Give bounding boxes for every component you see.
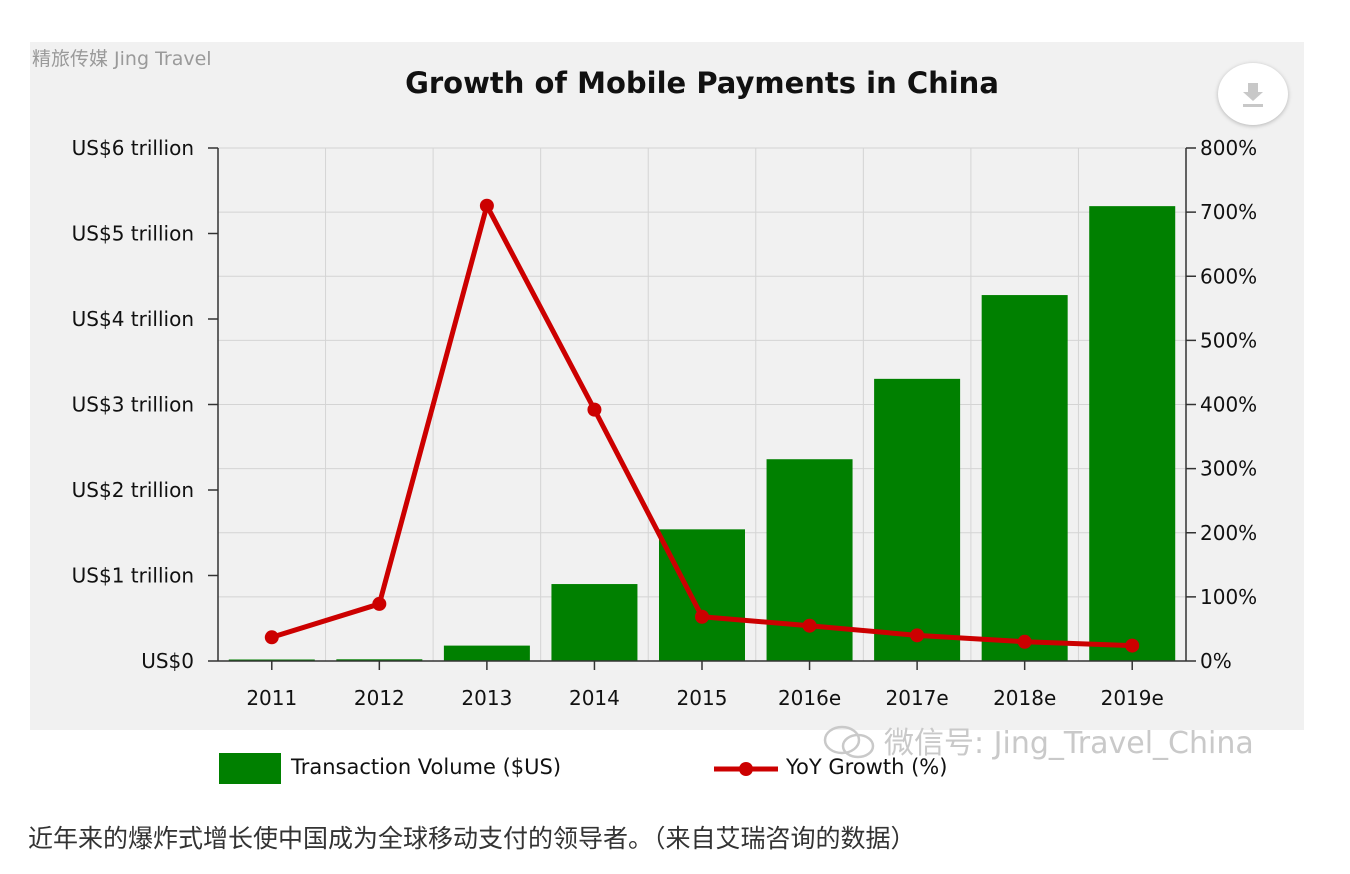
download-button[interactable] <box>1218 63 1288 125</box>
y-right-tick-label: 100% <box>1200 585 1257 609</box>
y-left-tick-label: US$4 trillion <box>72 307 194 331</box>
x-tick-label: 2011 <box>246 686 297 710</box>
y-left-tick-label: US$3 trillion <box>72 393 194 417</box>
source-tag: 精旅传媒 Jing Travel <box>32 48 212 70</box>
y-right-tick-label: 300% <box>1200 457 1257 481</box>
download-icon <box>1243 83 1263 107</box>
caption: 近年来的爆炸式增长使中国成为全球移动支付的领导者。（来自艾瑞咨询的数据） <box>28 824 916 853</box>
x-tick-label: 2012 <box>354 686 405 710</box>
x-tick-label: 2014 <box>569 686 620 710</box>
y-left-tick-label: US$2 trillion <box>72 478 194 502</box>
y-right-tick-label: 500% <box>1200 328 1257 352</box>
x-tick-label: 2015 <box>677 686 728 710</box>
y-left-tick-label: US$5 trillion <box>72 222 194 246</box>
y-right-tick-label: 600% <box>1200 264 1257 288</box>
growth-point <box>802 618 817 633</box>
bar <box>659 529 745 661</box>
growth-point <box>1125 638 1140 653</box>
x-tick-label: 2013 <box>461 686 512 710</box>
bar <box>336 659 423 661</box>
x-tick-label: 2019e <box>1101 686 1164 710</box>
y-left-tick-label: US$0 <box>141 649 194 673</box>
chart-title: Growth of Mobile Payments in China <box>405 66 999 100</box>
y-right-tick-label: 700% <box>1200 200 1257 224</box>
y-left-tick-label: US$6 trillion <box>72 136 194 160</box>
bar <box>443 645 530 661</box>
x-tick-label: 2018e <box>993 686 1056 710</box>
legend-bar-swatch <box>219 753 281 784</box>
y-right-tick-label: 800% <box>1200 136 1257 160</box>
growth-point <box>372 596 387 611</box>
growth-point <box>910 628 925 643</box>
bar <box>981 295 1068 661</box>
wechat-icon <box>823 725 875 759</box>
legend-line-swatch <box>714 762 778 776</box>
growth-point <box>1017 634 1032 649</box>
bar <box>1089 206 1176 661</box>
growth-point <box>479 198 494 213</box>
y-left-tick-label: US$1 trillion <box>72 564 194 588</box>
growth-point <box>695 609 709 624</box>
legend-bar-label: Transaction Volume ($US) <box>291 755 562 779</box>
y-right-tick-label: 0% <box>1200 649 1232 673</box>
legend-line-label: YoY Growth (%) <box>786 755 948 779</box>
y-right-tick-label: 400% <box>1200 393 1257 417</box>
x-tick-label: 2017e <box>886 686 949 710</box>
growth-point <box>264 630 279 645</box>
growth-point <box>587 402 602 417</box>
watermark: 微信号: Jing_Travel_China <box>884 726 1254 761</box>
bar <box>874 378 961 661</box>
bar <box>551 584 638 661</box>
x-tick-label: 2016e <box>778 686 841 710</box>
y-right-tick-label: 200% <box>1200 521 1257 545</box>
